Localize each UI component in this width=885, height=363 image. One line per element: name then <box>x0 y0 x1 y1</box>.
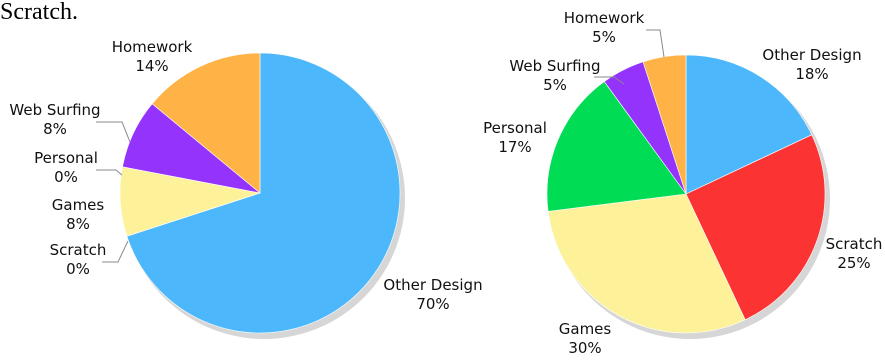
pie-right-leader-homework <box>646 29 665 58</box>
caption-text: Scratch. <box>0 0 78 25</box>
pie-left-label-homework: Homework <box>112 38 193 56</box>
pie-left-label-web-surfing: Web Surfing <box>9 101 100 119</box>
pie-right-slice-other-design <box>685 54 813 195</box>
pie-right-label-scratch: Scratch <box>826 235 883 253</box>
pie-left-leader-personal <box>96 169 123 176</box>
pie-right-leader-web-surfing <box>594 76 625 85</box>
pie-right-label-web-surfing: Web Surfing <box>509 57 600 75</box>
pie-right-value-personal: 17% <box>498 138 531 156</box>
pie-left-value-web-surfing: 8% <box>43 120 67 138</box>
pie-right-value-web-surfing: 5% <box>543 76 567 94</box>
pie-left-leader-scratch <box>102 240 129 263</box>
pie-left-label-scratch: Scratch <box>50 241 107 259</box>
pie-left-value-personal: 0% <box>54 168 78 186</box>
pie-left-label-games: Games <box>52 196 105 214</box>
pie-right-label-personal: Personal <box>483 119 547 137</box>
pie-left-label-other-design: Other Design <box>383 276 482 294</box>
pie-left-value-homework: 14% <box>135 57 168 75</box>
pie-left-label-personal: Personal <box>34 149 98 167</box>
pie-left-slice-homework <box>151 52 261 194</box>
pie-right-slice-scratch <box>685 134 826 321</box>
pie-right-value-other-design: 18% <box>795 65 828 83</box>
pie-right-value-scratch: 25% <box>837 254 870 272</box>
pie-left-slice-other-design <box>126 52 401 334</box>
pie-right-value-homework: 5% <box>592 28 616 46</box>
pie-right-label-other-design: Other Design <box>762 46 861 64</box>
pie-left-value-scratch: 0% <box>66 260 90 278</box>
pie-right-value-games: 30% <box>568 339 601 357</box>
pie-left-leader-web-surfing <box>96 121 131 143</box>
pie-left-value-games: 8% <box>66 215 90 233</box>
pie-right-label-games: Games <box>559 320 612 338</box>
pie-left-value-other-design: 70% <box>416 295 449 313</box>
pie-right-slice-personal <box>546 81 687 212</box>
pie-right-label-homework: Homework <box>564 9 645 27</box>
pie-right-slice-games <box>547 193 746 334</box>
